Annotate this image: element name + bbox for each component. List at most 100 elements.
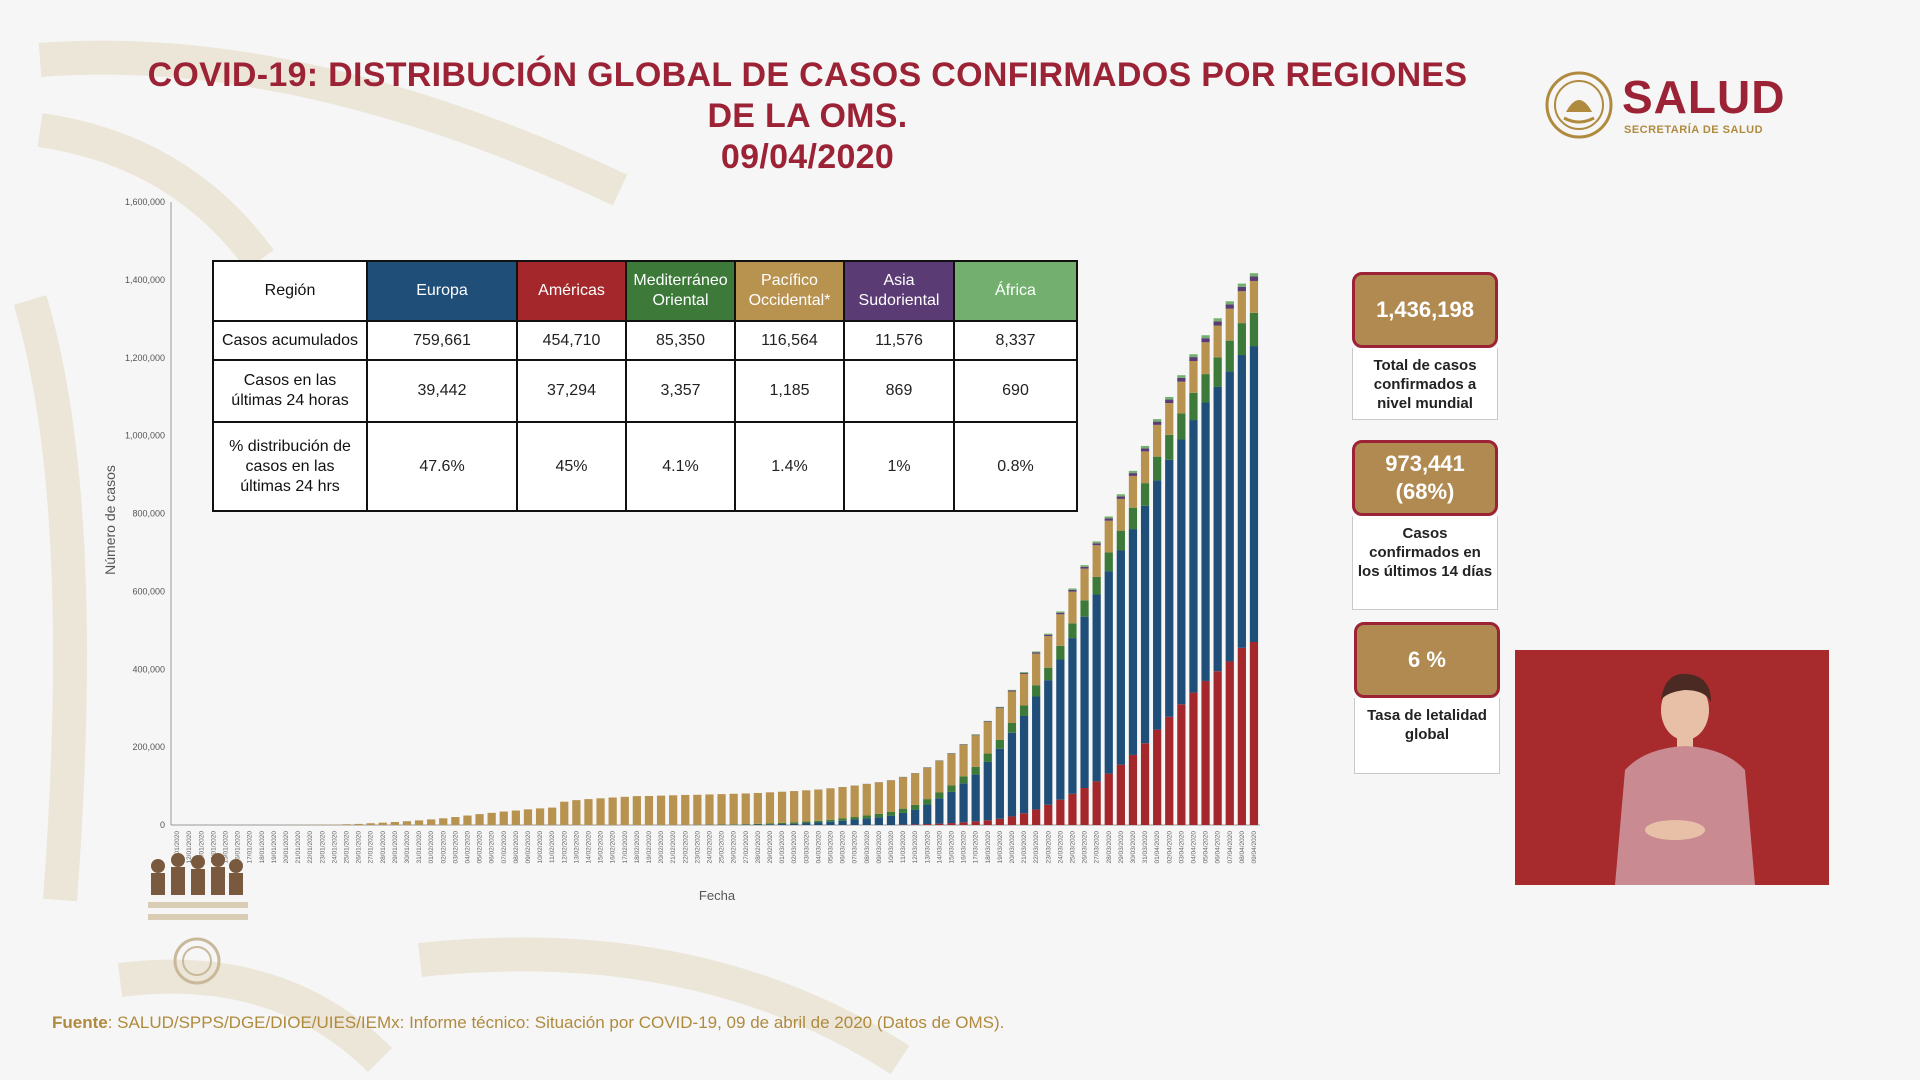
- bar-segment: [1056, 614, 1065, 646]
- bar-segment: [1116, 496, 1125, 499]
- bar-segment: [862, 815, 871, 819]
- x-tick-label: 17/01/2020: [247, 831, 254, 864]
- x-tick-label: 21/01/2020: [295, 831, 302, 864]
- bar-segment: [1153, 456, 1162, 481]
- x-tick-label: 18/03/2020: [985, 831, 992, 864]
- table-cell: 47.6%: [366, 421, 518, 512]
- bar-segment: [632, 796, 641, 825]
- title-date: 09/04/2020: [720, 138, 895, 176]
- x-tick-label: 15/02/2020: [598, 831, 605, 864]
- bar-segment: [947, 753, 956, 786]
- bar-segment: [1092, 594, 1101, 782]
- bar-segment: [560, 801, 569, 825]
- bar-segment: [765, 824, 775, 825]
- bar-segment: [1153, 419, 1162, 422]
- bar-segment: [1165, 403, 1174, 435]
- bar-segment: [1165, 434, 1174, 460]
- table-cell: 11,576: [843, 320, 955, 361]
- x-tick-label: 26/01/2020: [356, 831, 363, 864]
- bar-segment: [1177, 377, 1186, 382]
- bar-segment: [923, 824, 932, 825]
- x-tick-label: 15/03/2020: [948, 831, 955, 864]
- x-tick-label: 29/03/2020: [1118, 831, 1125, 864]
- x-tick-label: 30/03/2020: [1130, 831, 1137, 864]
- y-tick-label: 1,400,000: [125, 275, 165, 285]
- table-cell: 1,185: [734, 358, 845, 424]
- x-tick-label: 13/01/2020: [198, 831, 205, 864]
- bar-segment: [1213, 671, 1222, 825]
- bar-segment: [1007, 689, 1017, 691]
- bar-segment: [1104, 518, 1113, 521]
- x-tick-label: 03/04/2020: [1178, 831, 1185, 864]
- bar-segment: [1213, 321, 1222, 326]
- page-title: COVID-19: DISTRIBUCIÓN GLOBAL DE CASOS C…: [100, 55, 1515, 178]
- bar-segment: [1237, 283, 1246, 287]
- x-tick-label: 24/03/2020: [1057, 831, 1064, 864]
- bar-segment: [717, 794, 726, 825]
- bar-segment: [1140, 483, 1150, 506]
- bar-segment: [802, 821, 811, 824]
- x-tick-label: 16/03/2020: [961, 831, 968, 864]
- bar-segment: [1225, 371, 1234, 662]
- bar-segment: [1104, 516, 1113, 519]
- y-tick-label: 400,000: [132, 664, 165, 674]
- row-label-casos-24h: Casos en las últimas 24 horas: [212, 358, 368, 424]
- bar-segment: [1237, 291, 1246, 324]
- bar-segment: [1104, 520, 1113, 553]
- bar-segment: [971, 774, 980, 822]
- bar-segment: [1189, 357, 1198, 361]
- x-tick-label: 22/02/2020: [682, 831, 689, 864]
- historical-figures-icon: [148, 853, 248, 920]
- table-cell: 1.4%: [734, 421, 845, 512]
- bar-segment: [1189, 692, 1198, 825]
- table-header-mediterraneo: Mediterráneo Oriental: [625, 259, 736, 323]
- bar-segment: [995, 739, 1004, 749]
- bar-segment: [886, 811, 896, 816]
- x-tick-label: 07/02/2020: [501, 831, 508, 864]
- row-label-casos-acumulados: Casos acumulados: [212, 320, 368, 361]
- seal-icon: [173, 937, 221, 985]
- table-header-europa: Europa: [366, 259, 518, 323]
- bar-segment: [1128, 529, 1138, 755]
- x-tick-label: 14/01/2020: [210, 831, 217, 864]
- y-tick-label: 0: [160, 820, 165, 830]
- bar-segment: [548, 807, 557, 825]
- bar-segment: [826, 821, 835, 825]
- bar-segment: [1177, 413, 1186, 440]
- x-tick-label: 03/03/2020: [803, 831, 810, 864]
- x-tick-label: 28/02/2020: [755, 831, 762, 864]
- bar-segment: [1044, 804, 1053, 825]
- x-tick-label: 19/01/2020: [271, 831, 278, 864]
- bar-segment: [1032, 696, 1041, 810]
- x-tick-label: 14/02/2020: [585, 831, 592, 864]
- table-cell: 39,442: [366, 358, 518, 424]
- x-tick-label: 04/02/2020: [464, 831, 471, 864]
- x-tick-label: 23/01/2020: [319, 831, 326, 864]
- bar-segment: [983, 753, 992, 762]
- bar-segment: [790, 791, 799, 823]
- bar-segment: [862, 784, 871, 816]
- x-tick-label: 12/02/2020: [561, 831, 568, 864]
- y-tick-label: 600,000: [132, 586, 165, 596]
- bar-segment: [330, 824, 339, 825]
- bar-segment: [1153, 424, 1162, 457]
- bar-segment: [1213, 357, 1222, 387]
- bar-segment: [838, 820, 847, 825]
- x-tick-label: 11/01/2020: [174, 831, 181, 863]
- bar-segment: [1080, 566, 1089, 569]
- table-cell: 37,294: [516, 358, 627, 424]
- y-tick-label: 1,600,000: [125, 197, 165, 207]
- bar-segment: [1128, 754, 1138, 825]
- bar-segment: [511, 810, 520, 825]
- x-tick-label: 01/03/2020: [779, 831, 786, 864]
- table-row: Casos en las últimas 24 horas 39,442 37,…: [212, 358, 1078, 424]
- bar-segment: [911, 804, 920, 810]
- bar-segment: [584, 799, 593, 825]
- bar-segment: [366, 823, 375, 825]
- bar-segment: [1237, 286, 1246, 292]
- table-cell: 759,661: [366, 320, 518, 361]
- table-cell: 1%: [843, 421, 955, 512]
- bar-segment: [1177, 381, 1186, 414]
- bar-segment: [354, 823, 363, 825]
- x-tick-label: 12/03/2020: [912, 831, 919, 864]
